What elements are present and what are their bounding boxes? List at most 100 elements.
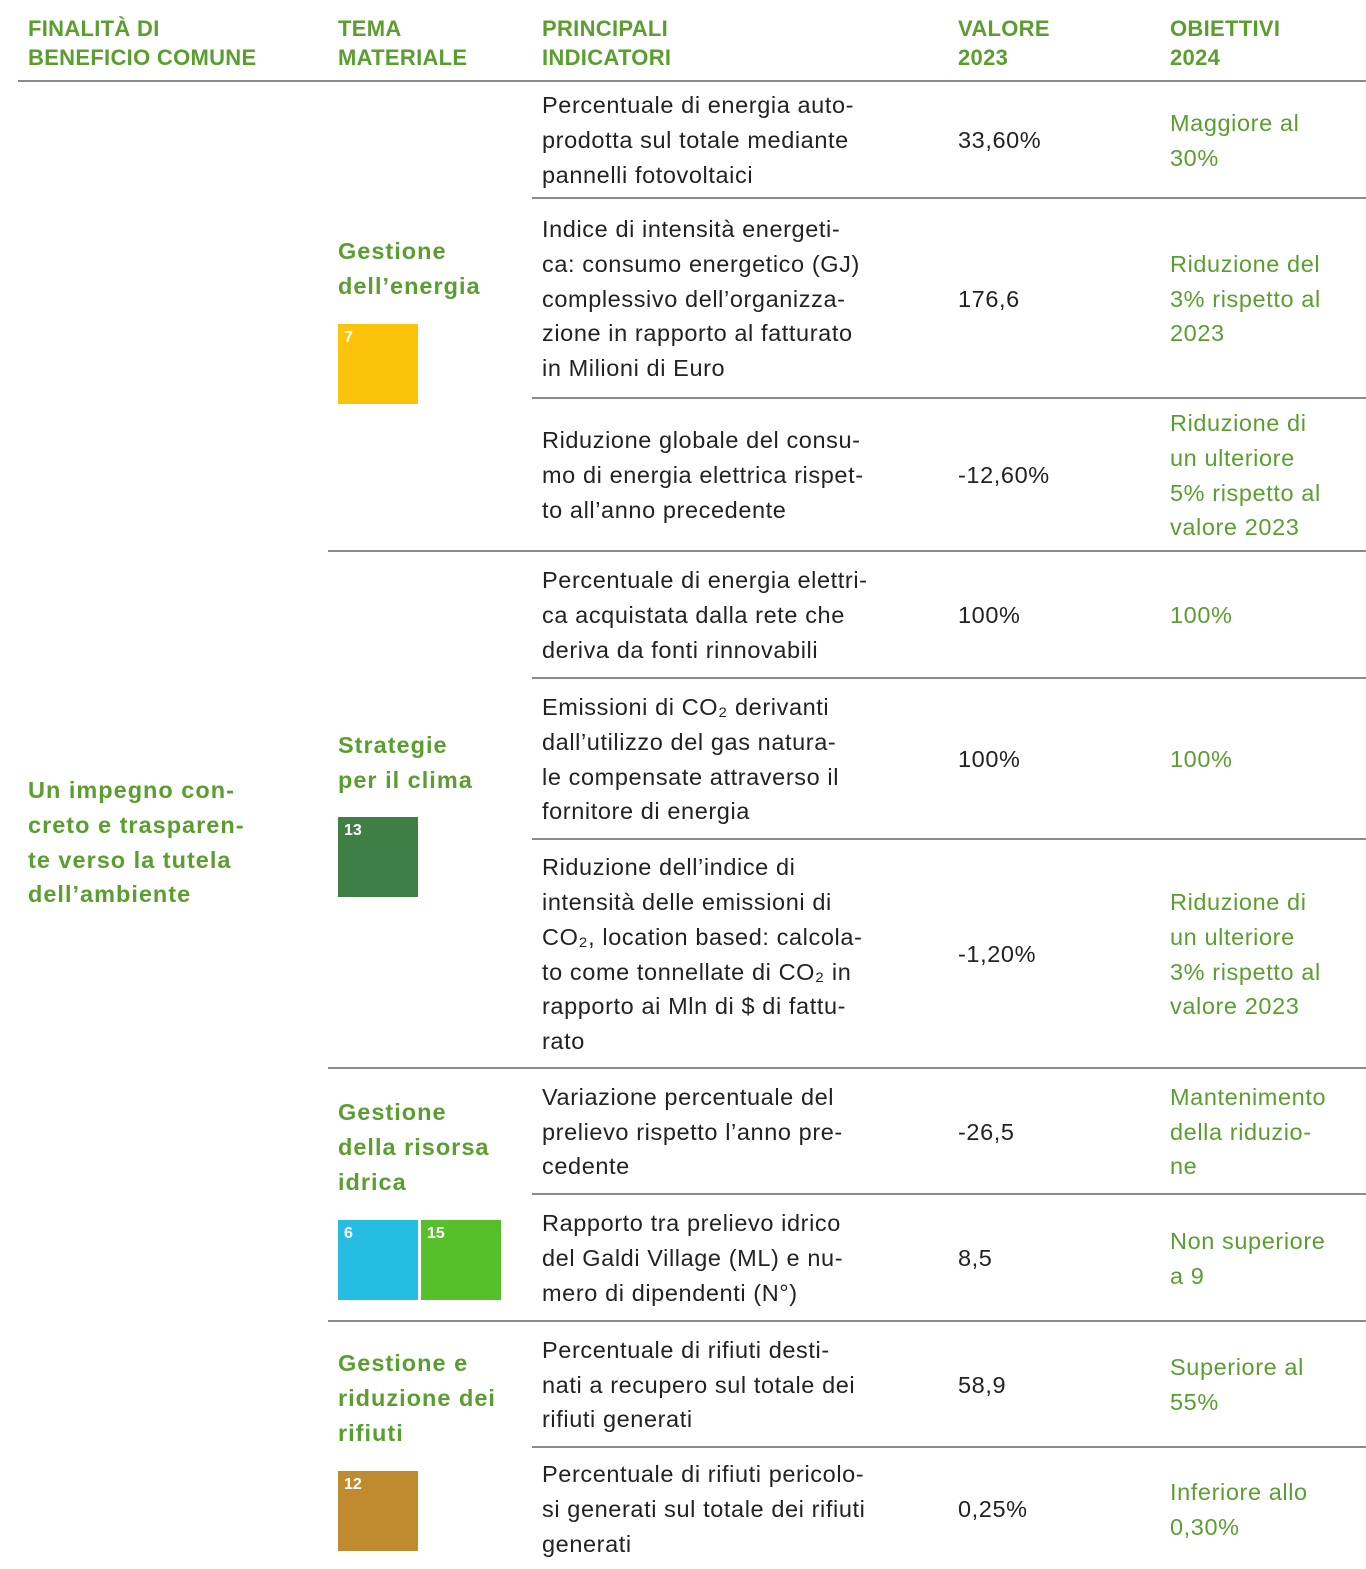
row-rule xyxy=(532,1193,1366,1195)
indicator-line: intensità delle emissioni di xyxy=(542,889,832,916)
row-rule xyxy=(328,1320,1366,1322)
indicator-line: del Galdi Village (ML) e nu- xyxy=(542,1245,844,1272)
target: Riduzione di un ulteriore 3% rispetto al va… xyxy=(1170,885,1321,1024)
sdg-icon: 15 xyxy=(421,1219,501,1300)
indicator-line: ca: consumo energetico (GJ) xyxy=(542,250,860,277)
value: 58,9 xyxy=(958,1371,1007,1398)
theme-line: dell’energia xyxy=(338,273,481,299)
target-line: 0,30% xyxy=(1170,1513,1240,1540)
indicator-line: complessivo dell’organizza- xyxy=(542,285,846,312)
purpose-line: creto e trasparen- xyxy=(28,811,245,838)
indicator: Percentuale di energia auto-prodotta sul… xyxy=(542,88,854,192)
indicator-line: CO₂, location based: calcola- xyxy=(542,923,863,950)
indicator-line: Riduzione dell’indice di xyxy=(542,854,796,881)
header-line: 2024 xyxy=(1170,45,1221,70)
indicator-line: rato xyxy=(542,1027,585,1054)
indicator-line: deriva da fonti rinnovabili xyxy=(542,636,819,663)
indicator-line: rapporto ai Mln di $ di fattu- xyxy=(542,993,847,1020)
indicator-line: Rapporto tra prelievo idrico xyxy=(542,1210,841,1237)
indicator: Riduzione dell’indice di intensità delle … xyxy=(542,850,862,1058)
purpose-line: te verso la tutela xyxy=(28,846,232,873)
indicator: Indice di intensità energeti-ca: consumo… xyxy=(542,212,860,386)
indicator-line: generati xyxy=(542,1530,632,1557)
target-line: Maggiore al xyxy=(1170,109,1300,136)
target-line: un ulteriore xyxy=(1170,923,1295,950)
header-line: FINALITÀ DI xyxy=(28,16,160,41)
target-line: Non superiore xyxy=(1170,1227,1326,1254)
theme: Strategie per il clima xyxy=(338,728,473,797)
value: 0,25% xyxy=(958,1496,1028,1523)
indicator-line: to come tonnellate di CO₂ in xyxy=(542,958,852,985)
indicator-line: dall’utilizzo del gas natura- xyxy=(542,728,837,755)
indicator-line: mero di dipendenti (N°) xyxy=(542,1279,798,1306)
row-rule xyxy=(532,1446,1366,1448)
indicator-line: Percentuale di rifiuti desti- xyxy=(542,1336,830,1363)
header-line: TEMA xyxy=(338,16,402,41)
column-header: PRINCIPALI INDICATORI xyxy=(542,14,671,72)
indicator-line: Percentuale di energia elettri- xyxy=(542,567,868,594)
indicator-line: prodotta sul totale mediante xyxy=(542,127,849,154)
sdg-icon: 13 xyxy=(338,817,418,898)
target-line: 3% rispetto al xyxy=(1170,958,1321,985)
purpose-line: Un impegno con- xyxy=(28,777,235,804)
target-line: Mantenimento xyxy=(1170,1083,1327,1110)
target: 100% xyxy=(1170,742,1233,777)
target-line: 30% xyxy=(1170,144,1219,171)
theme-line: riduzione dei xyxy=(338,1385,496,1412)
target: Inferiore allo 0,30% xyxy=(1170,1475,1308,1544)
indicator: Riduzione globale del consu-mo di energi… xyxy=(542,423,864,527)
target-line: 55% xyxy=(1170,1389,1219,1415)
target: Mantenimento della riduzio-ne xyxy=(1170,1080,1326,1184)
indicator-line: prelievo rispetto l’anno pre- xyxy=(542,1118,843,1145)
column-header: VALORE 2023 xyxy=(958,14,1050,72)
target-line: Riduzione di xyxy=(1170,889,1307,916)
indicator-line: cedente xyxy=(542,1153,630,1180)
indicator-line: Percentuale di energia auto- xyxy=(542,92,855,119)
indicator-line: le compensate attraverso il xyxy=(542,763,840,790)
theme-line: Gestione xyxy=(338,238,447,265)
indicator-line: si generati sul totale dei rifiuti xyxy=(542,1496,866,1523)
theme-line: Gestione e xyxy=(338,1350,469,1377)
purpose: Un impegno con-creto e trasparen-te vers… xyxy=(28,773,245,912)
indicator: Emissioni di CO₂ derivanti dall’utilizzo … xyxy=(542,690,839,829)
theme-line: per il clima xyxy=(338,766,473,793)
header-line: OBIETTIVI xyxy=(1170,16,1281,41)
indicator-line: pannelli fotovoltaici xyxy=(542,161,754,188)
indicator-line: zione in rapporto al fatturato xyxy=(542,320,853,347)
indicator-line: fornitore di energia xyxy=(542,798,750,825)
column-header: OBIETTIVI 2024 xyxy=(1170,14,1280,72)
indicator-line: Variazione percentuale del xyxy=(542,1083,835,1110)
target: Maggiore al 30% xyxy=(1170,106,1299,175)
target-line: valore 2023 xyxy=(1170,993,1300,1020)
value: 176,6 xyxy=(958,285,1020,312)
header-rule xyxy=(18,80,1366,82)
target-line: della riduzio- xyxy=(1170,1118,1312,1145)
value: -12,60% xyxy=(958,462,1050,489)
theme-line: della risorsa xyxy=(338,1134,490,1161)
indicator-line: Emissioni di CO₂ derivanti xyxy=(542,694,830,721)
row-rule xyxy=(532,677,1366,679)
indicator: Percentuale di rifiuti pericolo-si gener… xyxy=(542,1457,865,1561)
theme-line: Strategie xyxy=(338,731,448,758)
theme: Gestione dell’energia xyxy=(338,234,481,303)
sdg-icon: 7 xyxy=(338,323,418,404)
row-rule xyxy=(328,1067,1366,1069)
indicator-line: ca acquistata dalla rete che xyxy=(542,602,845,629)
indicator: Rapporto tra prelievo idrico del Galdi Vi… xyxy=(542,1206,843,1310)
target-line: Riduzione del xyxy=(1170,250,1321,277)
target-line: valore 2023 xyxy=(1170,514,1300,541)
indicator-line: in Milioni di Euro xyxy=(542,355,726,382)
value: 100% xyxy=(958,602,1021,629)
value: 33,60% xyxy=(958,127,1042,154)
theme-line: rifiuti xyxy=(338,1419,404,1446)
target-line: 100% xyxy=(1170,746,1233,773)
purpose-line: dell’ambiente xyxy=(28,881,192,908)
row-rule xyxy=(532,197,1366,199)
target-line: 5% rispetto al xyxy=(1170,479,1321,506)
target: Riduzione del 3% rispetto al 2023 xyxy=(1170,247,1321,351)
theme-line: idrica xyxy=(338,1168,407,1195)
indicator: Percentuale di energia elettri-ca acquis… xyxy=(542,563,868,667)
indicator: Variazione percentuale del prelievo rispe… xyxy=(542,1080,843,1184)
target-line: Riduzione di xyxy=(1170,410,1307,437)
